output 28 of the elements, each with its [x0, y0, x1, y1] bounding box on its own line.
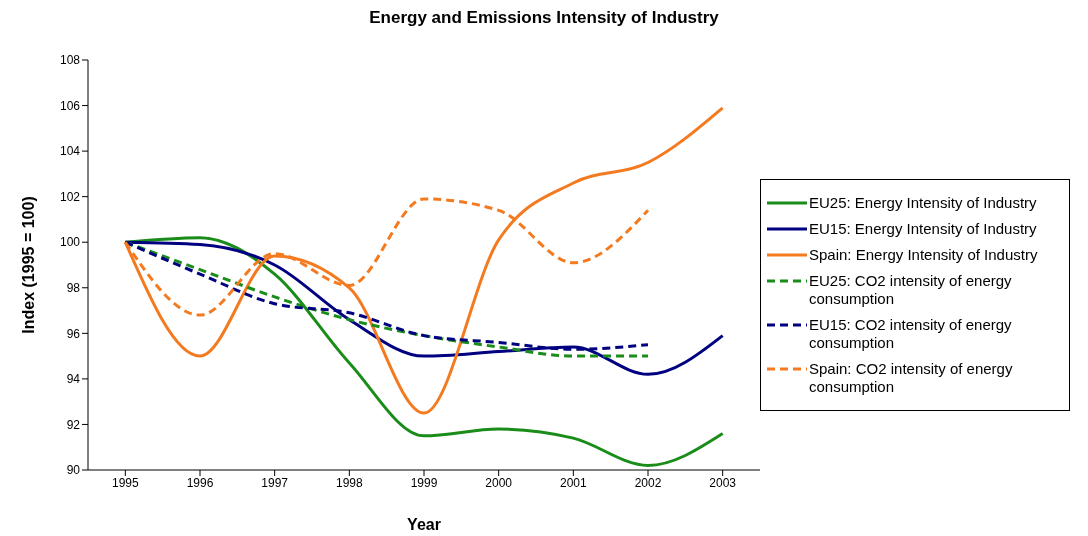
y-tick-label: 98: [66, 281, 81, 296]
x-tick-label: 1996: [186, 475, 214, 490]
y-tick-label: 94: [66, 372, 81, 387]
x-tick-label: 2002: [634, 475, 662, 490]
y-tick-label: 108: [59, 53, 81, 68]
legend-label: Spain: CO2 intensity of energy consumption: [809, 360, 1014, 396]
x-axis-title: Year: [407, 516, 441, 533]
y-tick-label: 92: [66, 417, 81, 432]
y-tick-label: 106: [59, 98, 81, 113]
x-tick-label: 2003: [709, 475, 737, 490]
x-tick-label: 1999: [410, 475, 438, 490]
x-tick-label: 1997: [261, 475, 289, 490]
legend-label: EU15: Energy Intensity of Industry: [809, 220, 1037, 238]
legend-label: EU25: Energy Intensity of Industry: [809, 194, 1037, 212]
y-tick-label: 102: [59, 189, 81, 204]
x-tick-label: 2001: [559, 475, 587, 490]
y-tick-label: 96: [66, 326, 81, 341]
chart-title: Energy and Emissions Intensity of Industry: [368, 8, 720, 28]
legend-label: Spain: Energy Intensity of Industry: [809, 246, 1038, 264]
y-tick-label: 100: [59, 235, 81, 250]
x-tick-label: 2000: [485, 475, 513, 490]
legend-label: EU15: CO2 intensity of energy consumption: [809, 316, 1013, 352]
x-tick-label: 1998: [335, 475, 363, 490]
legend-label: EU25: CO2 intensity of energy consumption: [809, 272, 1013, 308]
x-tick-label: 1995: [111, 475, 139, 490]
y-axis-title: Index (1995 = 100): [19, 196, 37, 334]
y-tick-label: 90: [66, 463, 81, 478]
y-tick-label: 104: [59, 144, 81, 159]
